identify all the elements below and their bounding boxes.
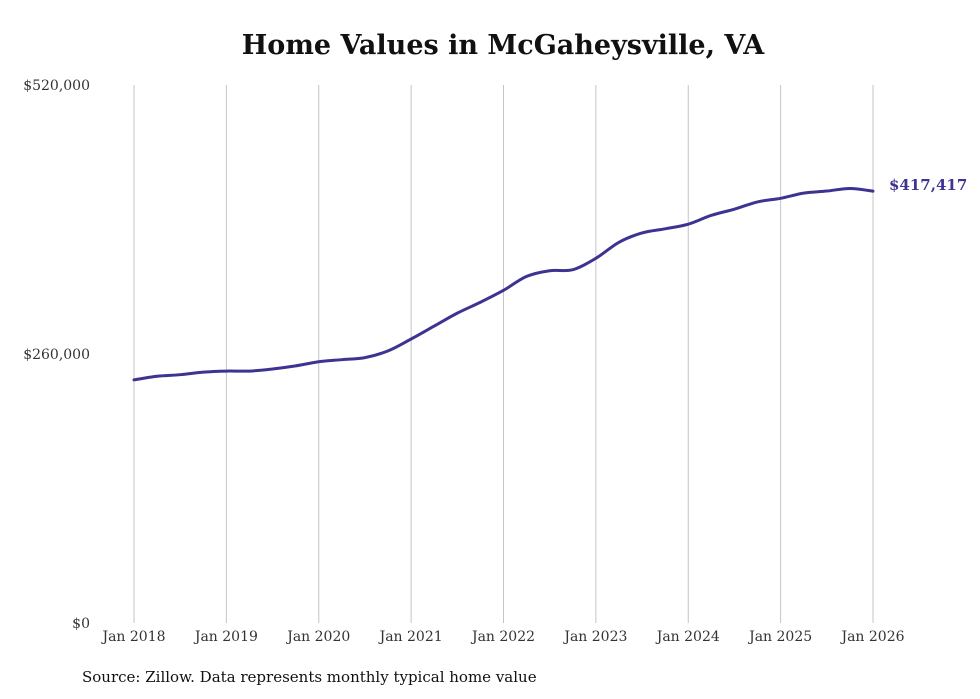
x-tick-label: Jan 2026: [839, 629, 904, 645]
x-tick-label: Jan 2020: [285, 629, 350, 645]
series-line-home-value: [132, 186, 875, 382]
x-tick-label: Jan 2023: [562, 629, 627, 645]
x-tick-label: Jan 2018: [100, 629, 165, 645]
x-tick-label: Jan 2019: [193, 629, 258, 645]
x-tick-label: Jan 2022: [470, 629, 535, 645]
chart-title: Home Values in McGaheysville, VA: [241, 30, 765, 61]
x-tick-label: Jan 2025: [747, 629, 812, 645]
y-tick-label: $0: [72, 616, 90, 632]
line-chart: Jan 2018 Jan 2019 Jan 2020 Jan 2021 Jan 2022…: [23, 78, 967, 645]
x-tick-label: Jan 2021: [378, 629, 443, 645]
y-tick-label: $520,000: [23, 78, 90, 94]
y-tick-label: $260,000: [23, 347, 90, 363]
end-value-label: $417,417: [889, 176, 967, 194]
x-tick-label: Jan 2024: [655, 629, 720, 645]
source-note: Source: Zillow. Data represents monthly …: [82, 668, 537, 686]
